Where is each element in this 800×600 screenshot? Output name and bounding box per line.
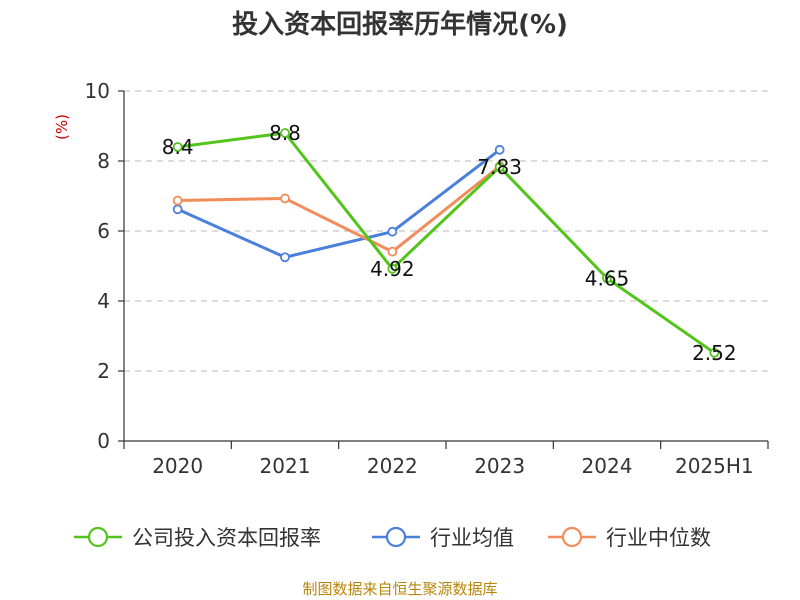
x-tick-label: 2024 [582, 454, 633, 478]
legend-item: 行业中位数 [548, 526, 711, 550]
legend-label: 行业中位数 [606, 526, 711, 550]
y-tick-label: 2 [97, 359, 110, 383]
x-tick-label: 2022 [367, 454, 418, 478]
data-label: 7.83 [477, 155, 522, 179]
chart-title: 投入资本回报率历年情况(%) [232, 9, 568, 40]
y-tick-label: 10 [85, 79, 110, 103]
y-axis-unit: (%) [53, 114, 71, 140]
data-label: 4.65 [585, 266, 630, 290]
source-note: 制图数据来自恒生聚源数据库 [302, 580, 497, 598]
data-point [172, 204, 183, 215]
series-line [177, 131, 716, 355]
legend-marker-icon [561, 526, 583, 548]
data-point [172, 195, 183, 206]
data-point [709, 347, 720, 358]
y-tick-label: 6 [97, 219, 110, 243]
y-tick-label: 8 [97, 149, 110, 173]
series-line [177, 148, 501, 259]
y-tick-label: 0 [97, 429, 110, 453]
data-point [494, 162, 505, 172]
legend-label: 行业均值 [430, 526, 514, 550]
legend: 公司投入资本回报率 行业均值 行业中位数 [74, 526, 711, 550]
series-line [177, 165, 501, 254]
legend-marker-icon [87, 526, 109, 548]
data-point [387, 246, 398, 257]
data-label: 2.52 [692, 341, 737, 365]
grid [124, 90, 768, 372]
x-tick-label: 2021 [260, 454, 311, 478]
data-label: 8.4 [162, 135, 194, 159]
data-label: 8.8 [269, 121, 301, 145]
x-tick-label: 2020 [152, 454, 203, 478]
y-tick-label: 4 [97, 289, 110, 313]
axes: 0 2 4 6 8 10 2020 2021 2022 2023 2024 2025H1 [85, 79, 769, 478]
data-point [280, 252, 290, 263]
data-point [387, 226, 398, 237]
data-point [172, 142, 183, 152]
data-point [280, 193, 290, 204]
legend-label: 公司投入资本回报率 [132, 526, 321, 550]
legend-item: 行业均值 [372, 526, 514, 550]
data-point [280, 128, 290, 138]
series-layer [172, 128, 720, 358]
legend-item: 公司投入资本回报率 [74, 526, 321, 550]
data-label: 4.92 [370, 257, 415, 281]
data-point [494, 144, 505, 155]
data-point [387, 263, 398, 274]
x-tick-label: 2025H1 [675, 454, 754, 478]
data-point [602, 273, 612, 284]
legend-marker-icon [385, 526, 407, 548]
x-tick-label: 2023 [474, 454, 525, 478]
data-labels: 8.4 8.8 4.92 7.83 4.65 2.52 [162, 121, 737, 365]
